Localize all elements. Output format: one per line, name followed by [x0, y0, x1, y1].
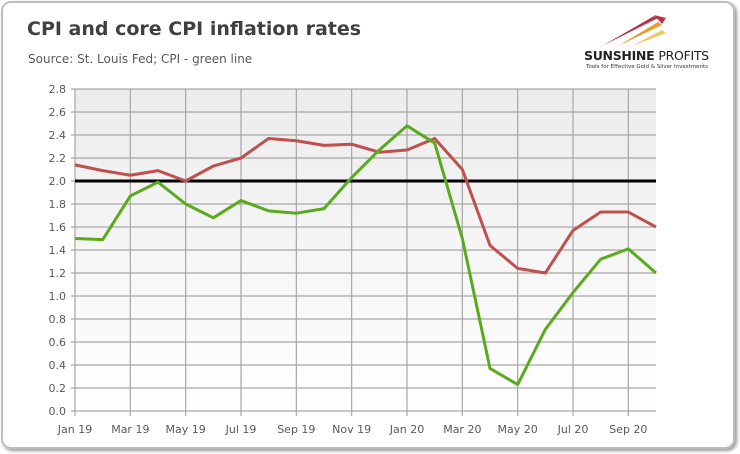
y-tick-label: 1.0 — [49, 290, 67, 303]
y-tick-label: 2.2 — [49, 152, 67, 165]
x-tick-label: Nov 19 — [332, 423, 371, 436]
x-tick-label: Jul 20 — [557, 423, 589, 436]
y-tick-label: 2.4 — [49, 129, 67, 142]
y-tick-label: 0.6 — [49, 336, 67, 349]
y-tick-label: 0.8 — [49, 313, 67, 326]
y-tick-label: 2.8 — [49, 83, 67, 96]
x-tick-label: May 19 — [166, 423, 206, 436]
x-tick-label: Jan 19 — [57, 423, 92, 436]
core-cpi-line — [74, 136, 657, 275]
cpi-line — [74, 124, 657, 387]
y-tick-label: 2.0 — [49, 175, 67, 188]
chart-frame — [1, 1, 735, 449]
y-tick-label: 0.2 — [49, 382, 67, 395]
chart-title: CPI and core CPI inflation rates — [27, 18, 362, 40]
logo-rays-icon — [602, 15, 666, 46]
x-tick-label: Jan 20 — [389, 423, 424, 436]
y-tick-label: 0.4 — [49, 359, 67, 372]
y-tick-label: 2.6 — [49, 106, 67, 119]
chart-subtitle: Source: St. Louis Fed; CPI - green line — [28, 52, 253, 66]
y-tick-label: 0.0 — [49, 405, 67, 418]
y-tick-label: 1.2 — [49, 267, 67, 280]
x-tick-label: May 20 — [498, 423, 538, 436]
y-tick-label: 1.4 — [49, 244, 67, 257]
x-tick-label: Sep 19 — [277, 423, 315, 436]
series-group — [74, 124, 657, 387]
y-axis: 0.0 0.2 0.4 0.6 0.8 1.0 1.2 1.4 1.6 1.8 2.0 2.2 2.4 2… — [49, 83, 67, 418]
y-tick-label: 1.8 — [49, 198, 67, 211]
x-tick-label: Jul 19 — [225, 423, 257, 436]
grid — [71, 88, 656, 416]
sunshine-profits-logo: SUNSHINE PROFITS Tools for Effective Gol… — [582, 10, 732, 72]
x-tick-label: Sep 20 — [609, 423, 647, 436]
x-tick-label: Mar 19 — [111, 423, 149, 436]
x-tick-label: Mar 20 — [443, 423, 481, 436]
logo-name: SUNSHINE PROFITS — [584, 48, 709, 63]
x-axis: Jan 19 Mar 19 May 19 Jul 19 Sep 19 Nov 19 Jan … — [57, 423, 648, 436]
y-tick-label: 1.6 — [49, 221, 67, 234]
logo-tagline: Tools for Effective Gold & Silver Invest… — [586, 64, 708, 70]
